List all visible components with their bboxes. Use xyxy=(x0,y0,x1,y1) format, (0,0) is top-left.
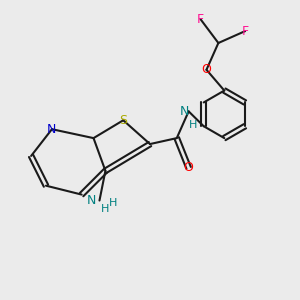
Text: H: H xyxy=(101,204,109,214)
Text: H: H xyxy=(109,199,117,208)
Text: O: O xyxy=(202,63,212,76)
Text: O: O xyxy=(184,161,194,174)
Text: N: N xyxy=(179,105,189,118)
Text: S: S xyxy=(119,114,127,127)
Text: F: F xyxy=(197,13,204,26)
Text: F: F xyxy=(242,25,249,38)
Text: N: N xyxy=(87,194,97,207)
Text: N: N xyxy=(47,123,57,136)
Text: H: H xyxy=(189,120,197,130)
